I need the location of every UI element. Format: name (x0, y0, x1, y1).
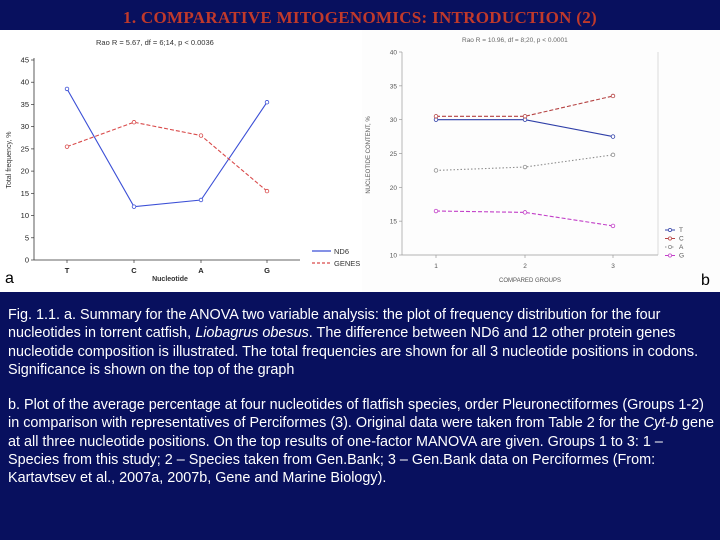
a-point-genes-a (198, 133, 204, 138)
a-xtick-label-c: C (131, 266, 137, 275)
caption-paragraph-a: Fig. 1.1. a. Summary for the ANOVA two v… (8, 306, 714, 379)
b-xtick-label-2: 2 (523, 263, 527, 270)
b-series-line-t (436, 119, 614, 138)
a-series-line-genes (66, 121, 268, 192)
b-point-t-3 (610, 134, 616, 139)
b-series-line-a (435, 154, 614, 171)
b-ytick-label-10: 10 (390, 253, 398, 260)
a-ytick-label-5: 5 (25, 233, 29, 242)
a-ytick-label-10: 10 (21, 211, 29, 220)
legend-label-nd6: ND6 (334, 247, 349, 256)
stat-text-a: Rao R = 5.67, df = 6;14, p < 0.0036 (96, 38, 214, 47)
a-xtick-label-g: G (264, 266, 270, 275)
a-ytick-label-20: 20 (21, 167, 29, 176)
caption-b-text-end: gene at all three nucleotide positions. … (8, 415, 715, 487)
slide-title: 1. COMPARATIVE MITOGENOMICS: INTRODUCTIO… (123, 8, 597, 27)
a-ytick-label-30: 30 (21, 122, 29, 131)
legend-marker-c (668, 236, 672, 241)
a-xtick-label-t: T (65, 266, 70, 275)
y-axis-label-b: NUCLEOTIDE CONTENT, % (366, 116, 372, 194)
caption-a-text: Fig. 1.1. a. Summary for the ANOVA two v… (8, 307, 661, 342)
b-point-g-1 (433, 208, 439, 214)
a-series-line-nd6 (66, 88, 268, 208)
b-ytick-label-35: 35 (390, 83, 398, 90)
a-ytick-label-45: 45 (21, 56, 29, 65)
b-ytick-label-40: 40 (390, 50, 398, 57)
a-point-nd6-g (264, 100, 270, 105)
a-ytick-label-25: 25 (21, 144, 29, 153)
b-point-a-1 (433, 168, 439, 173)
panel-letter-a: a (5, 270, 14, 287)
legend-label-genes: GENES (334, 259, 360, 268)
legend-marker-a (668, 245, 672, 249)
a-point-genes-g (264, 188, 270, 194)
figure-panel-b: Rao R = 10.96, df = 8;20, p < 0.0001 10 1… (362, 30, 720, 292)
a-xtick-label-a: A (198, 266, 204, 275)
b-point-c-1 (433, 114, 439, 119)
caption-a-text-end: . The difference between ND6 and 12 othe… (8, 325, 699, 378)
legend-label-a: A (679, 244, 684, 251)
chart-a: Rao R = 5.67, df = 6;14, p < 0.0036 0 5 10… (6, 38, 360, 283)
a-ytick-label-35: 35 (21, 100, 29, 109)
legend-label-g: G (679, 253, 684, 260)
b-point-a-3 (610, 152, 616, 158)
legend-label-c: C (679, 236, 684, 243)
b-point-c-2 (522, 114, 528, 119)
a-point-nd6-c (131, 204, 137, 209)
a-ytick-label-0: 0 (25, 256, 29, 265)
panel-letter-b: b (701, 272, 710, 289)
caption-b-gene: Cyt-b (643, 415, 678, 432)
x-axis-label-a: Nucleotide (152, 276, 188, 283)
a-point-nd6-a (198, 197, 204, 203)
legend-marker-t (668, 228, 672, 232)
a-ytick-label-15: 15 (21, 189, 29, 198)
legend-a: ND6 GENES (312, 247, 360, 268)
caption-a-species: Liobagrus obesus (195, 325, 309, 342)
a-ytick-label-40: 40 (21, 78, 29, 87)
chart-b: Rao R = 10.96, df = 8;20, p < 0.0001 10 1… (366, 37, 684, 284)
b-ytick-label-30: 30 (390, 117, 398, 124)
b-ytick-label-15: 15 (390, 219, 398, 226)
a-point-genes-c (131, 120, 137, 125)
b-xtick-label-1: 1 (434, 263, 438, 270)
b-xtick-label-3: 3 (611, 263, 615, 270)
b-ytick-label-25: 25 (390, 151, 398, 158)
caption-b-text: b. Plot of the average percentage at fou… (8, 397, 704, 432)
b-series-line-c (436, 95, 614, 117)
b-point-g-3 (610, 223, 616, 229)
figure-caption: Fig. 1.1. a. Summary for the ANOVA two v… (8, 306, 714, 488)
x-axis-label-b: COMPARED GROUPS (499, 278, 561, 284)
b-point-a-2 (522, 164, 528, 170)
legend-marker-g (668, 253, 672, 258)
b-point-c-3 (610, 93, 616, 99)
stat-text-b: Rao R = 10.96, df = 8;20, p < 0.0001 (462, 37, 568, 44)
figure-panel-a: Rao R = 5.67, df = 6;14, p < 0.0036 0 5 10… (0, 30, 362, 292)
legend-label-t: T (679, 227, 683, 234)
a-point-nd6-t (64, 86, 70, 92)
caption-paragraph-b: b. Plot of the average percentage at fou… (8, 396, 714, 487)
b-point-g-2 (522, 210, 528, 215)
a-point-genes-t (64, 144, 70, 149)
b-ytick-label-20: 20 (390, 185, 398, 192)
y-axis-label-a: Total frequency, % (6, 131, 13, 188)
